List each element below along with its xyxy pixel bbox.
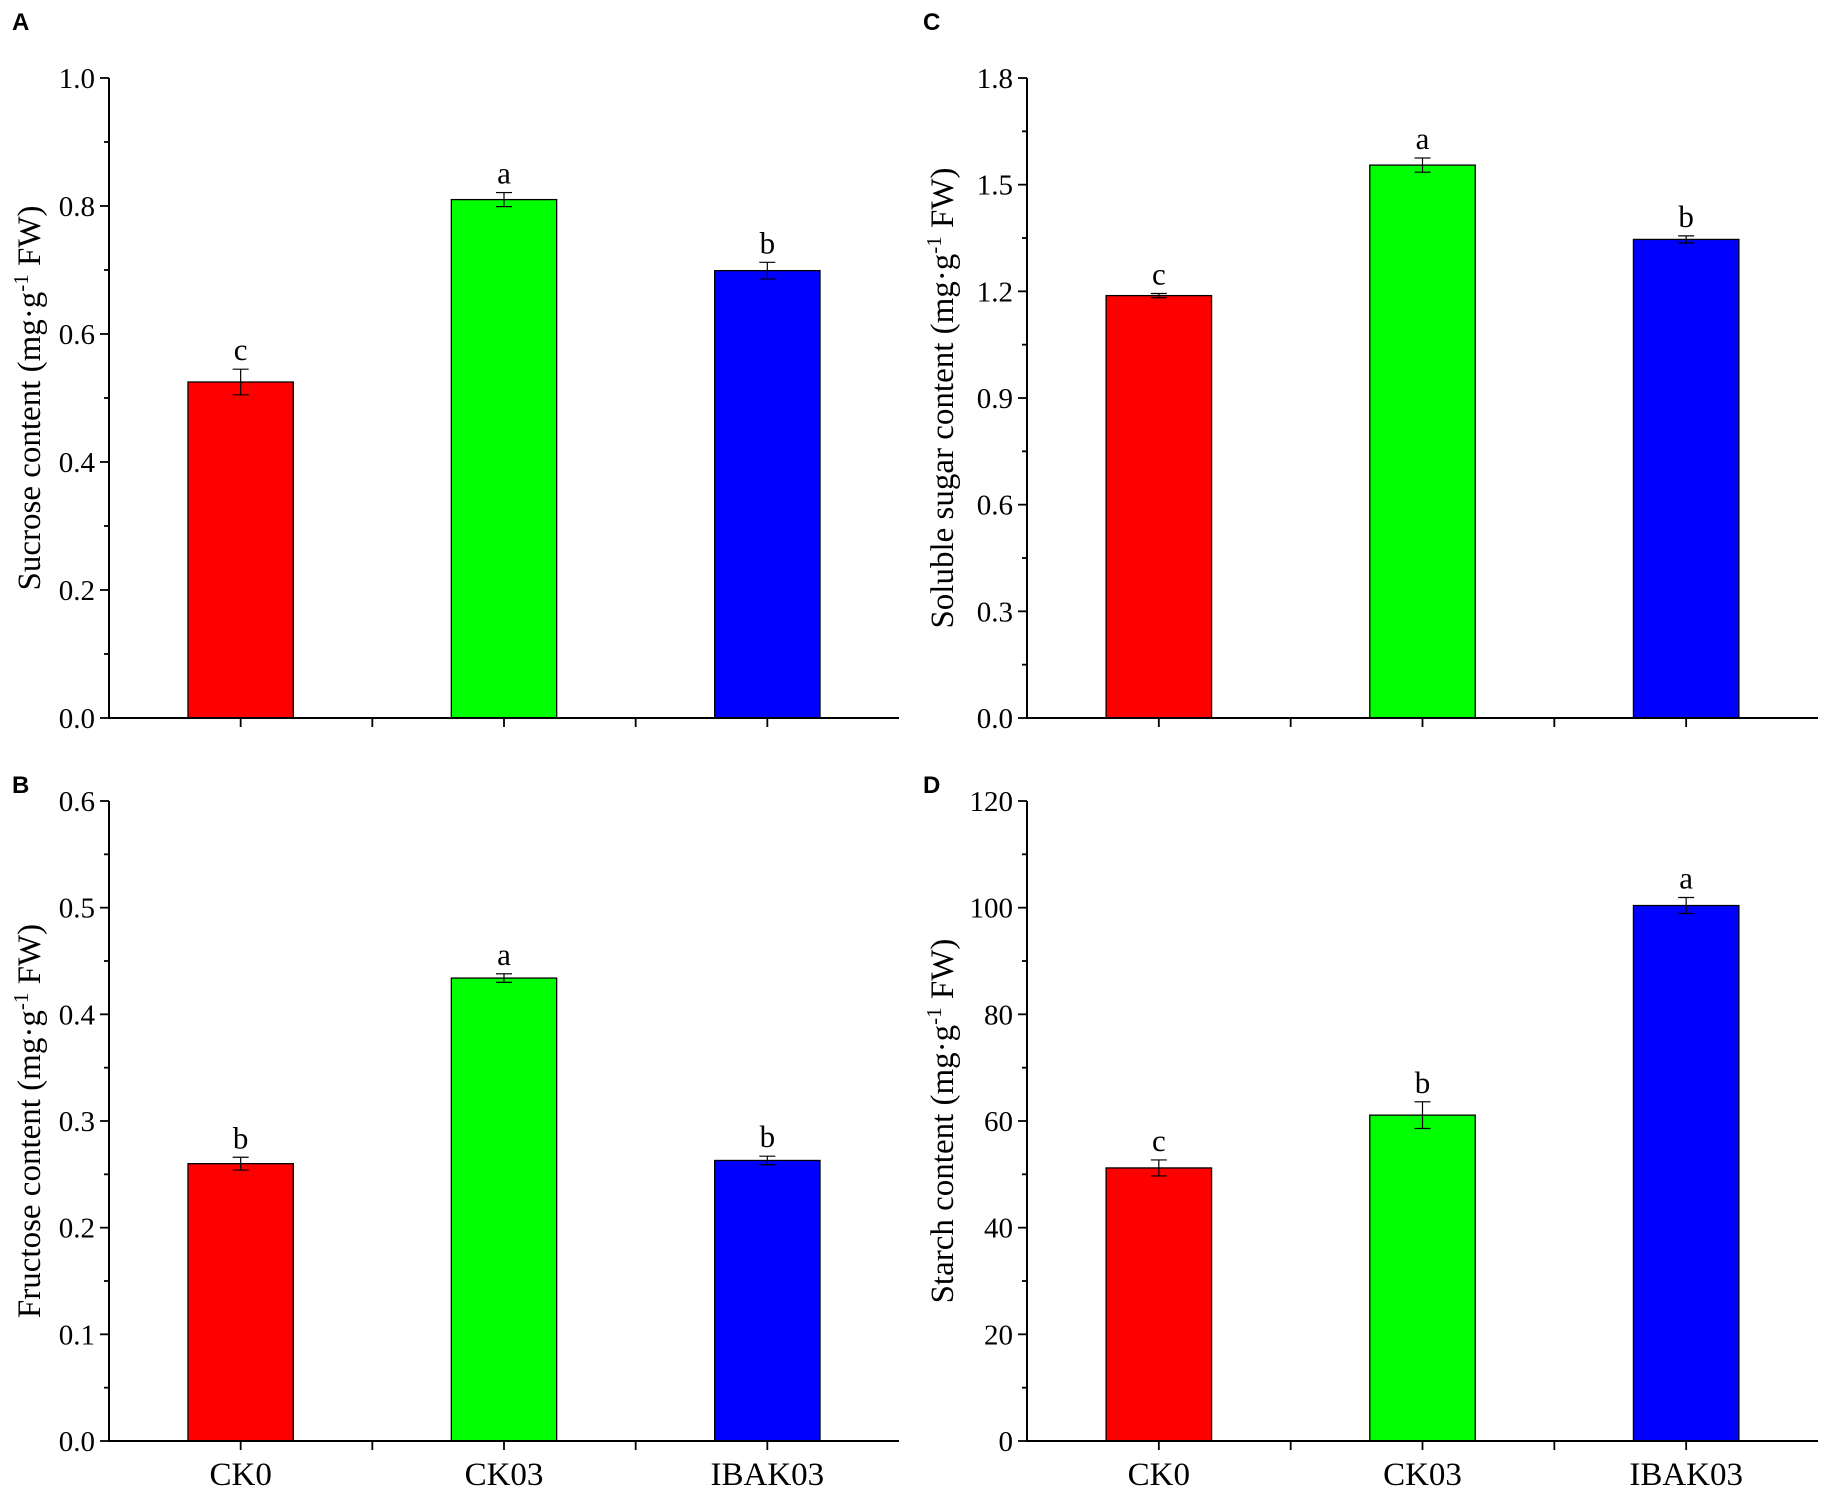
ytick-label: 0.6 [59, 786, 95, 818]
y-axis-label-superscript: -1 [9, 993, 33, 1011]
xtick-label-ibak03: IBAK03 [710, 1457, 824, 1493]
ytick-label: 80 [984, 999, 1013, 1031]
ytick-label: 0.2 [59, 575, 95, 607]
ytick-label: 0.6 [59, 319, 95, 351]
y-axis-label-text: Starch content (mg·g [925, 1025, 961, 1304]
panel-label: C [923, 9, 940, 36]
y-axis-label-superscript: -1 [9, 274, 33, 292]
ytick-label: 0.4 [59, 999, 96, 1031]
bar-ck0 [1105, 1167, 1213, 1442]
significance-letter-ck0: c [1152, 256, 1166, 291]
ytick-label: 0.8 [59, 191, 95, 223]
error-bar-ibak03 [759, 1155, 776, 1166]
error-bar-ck03 [496, 973, 512, 983]
error-bar-ck0 [232, 368, 249, 396]
error-bar-ibak03 [1678, 235, 1695, 244]
panel-d: D 0 20 40 60 80 100 120 c CK0 b CK03 a IBAK03 Starch c… [922, 772, 1818, 1493]
ytick-label: 0.6 [977, 490, 1013, 522]
panel-label: B [12, 772, 29, 799]
ytick-label: 20 [984, 1319, 1013, 1351]
y-axis-label-unit: FW) [12, 924, 48, 993]
xtick-label-ck0: CK0 [1128, 1457, 1190, 1493]
ytick-label: 0.0 [59, 703, 95, 735]
panel-c: C 0.0 0.3 0.6 0.9 1.2 1.5 1.8 c a b Soluble sugar c… [922, 9, 1818, 735]
ytick-label: 0.0 [59, 1426, 95, 1458]
bar-ck03 [450, 977, 558, 1442]
xtick-label-ck0: CK0 [209, 1457, 271, 1493]
y-axis-label-text: Sucrose content (mg·g [12, 292, 48, 591]
y-axis-label-text: Fructose content (mg·g [12, 1010, 48, 1318]
xtick-label-ibak03: IBAK03 [1629, 1457, 1743, 1493]
significance-letter-ibak03: b [760, 1119, 776, 1154]
ytick-label: 0.9 [977, 383, 1013, 415]
bar-ck03 [1369, 164, 1476, 719]
significance-letter-ck03: a [1416, 121, 1430, 156]
y-axis-label-unit: FW) [12, 205, 48, 274]
panel-label: D [923, 772, 940, 799]
bar-ibak03 [714, 269, 821, 719]
significance-letter-ck0: b [233, 1120, 249, 1155]
ytick-label: 0.0 [977, 703, 1013, 735]
y-axis-label: Starch content (mg·g-1 FW) [922, 939, 961, 1304]
ytick-label: 0.3 [59, 1106, 95, 1138]
error-bar-ck0 [232, 1156, 249, 1171]
y-axis-label: Fructose content (mg·g-1 FW) [9, 924, 48, 1318]
significance-letter-ck03: b [1415, 1065, 1431, 1100]
bar-ibak03 [1632, 238, 1740, 719]
significance-letter-ibak03: b [1678, 199, 1694, 234]
bar-ck0 [187, 381, 294, 719]
significance-letter-ck03: a [497, 937, 511, 972]
xtick-label-ck03: CK03 [465, 1457, 544, 1493]
ytick-label: 40 [984, 1213, 1013, 1245]
bar-ck0 [1105, 294, 1213, 719]
xtick-label-ck03: CK03 [1383, 1457, 1462, 1493]
error-bar-ibak03 [1678, 896, 1695, 915]
ytick-label: 1.2 [977, 276, 1013, 308]
y-axis-label-superscript: -1 [922, 236, 946, 254]
bar-ck03 [450, 198, 558, 719]
error-bar-ck03 [1414, 1101, 1431, 1130]
ytick-label: 0 [999, 1426, 1014, 1458]
error-bar-ck03 [1414, 157, 1431, 173]
bar-ibak03 [1632, 904, 1740, 1442]
ytick-label: 0.4 [59, 447, 96, 479]
significance-letter-ibak03: a [1679, 861, 1693, 896]
significance-letter-ck0: c [234, 332, 248, 367]
ytick-label: 120 [970, 786, 1014, 818]
error-bar-ck03 [496, 191, 512, 208]
ytick-label: 1.5 [977, 170, 1013, 202]
y-axis-label-unit: FW) [925, 939, 961, 1008]
bar-ck0 [187, 1163, 294, 1442]
ytick-label: 0.3 [977, 596, 1013, 628]
error-bar-ibak03 [759, 261, 776, 280]
ytick-label: 60 [984, 1106, 1013, 1138]
y-axis-label-unit: FW) [925, 167, 961, 236]
significance-letter-ck03: a [497, 156, 511, 191]
bar-ck03 [1369, 1114, 1476, 1442]
ytick-label: 100 [970, 893, 1014, 925]
y-axis-label-text: Soluble sugar content (mg·g [925, 254, 961, 629]
significance-letter-ibak03: b [760, 225, 776, 260]
y-axis-label: Sucrose content (mg·g-1 FW) [9, 205, 48, 590]
y-axis-label-superscript: -1 [922, 1007, 946, 1025]
error-bar-ck0 [1150, 292, 1167, 299]
panel-a: A 0.0 0.2 0.4 0.6 0.8 1.0 c a b Sucrose content (m… [9, 9, 899, 735]
error-bar-ck0 [1150, 1159, 1167, 1177]
significance-letter-ck0: c [1152, 1123, 1166, 1158]
ytick-label: 0.2 [59, 1213, 95, 1245]
ytick-label: 1.0 [59, 63, 95, 95]
panel-b: B 0.0 0.1 0.2 0.3 0.4 0.5 0.6 b CK0 a CK03 b IBAK03 Fr… [9, 772, 899, 1493]
ytick-label: 0.5 [59, 893, 95, 925]
ytick-label: 0.1 [59, 1319, 95, 1351]
bar-ibak03 [714, 1159, 821, 1442]
panel-label: A [12, 9, 29, 36]
y-axis-label: Soluble sugar content (mg·g-1 FW) [922, 167, 961, 628]
ytick-label: 1.8 [977, 63, 1013, 95]
